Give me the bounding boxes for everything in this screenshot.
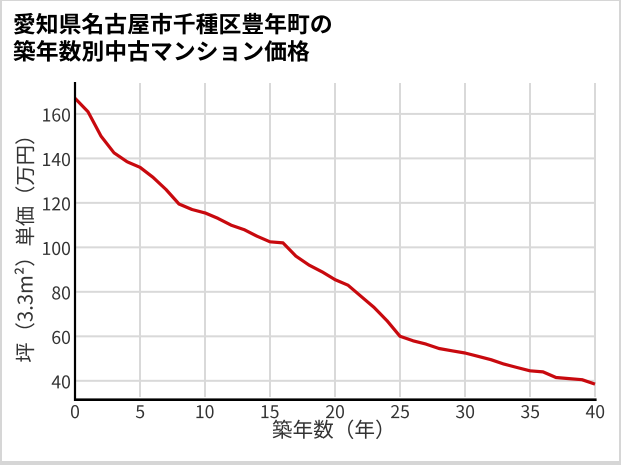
grid-line [76,335,597,338]
y-tick-label: 100 [0,239,70,257]
y-tick-label: 80 [0,283,70,301]
grid-line [529,83,531,398]
chart-title-line1: 愛知県名古屋市千種区豊年町の [13,3,321,30]
x-axis-line [74,398,597,401]
y-tick-label: 140 [0,150,70,168]
x-tick-label: 30 [435,404,495,422]
y-tick-label: 40 [0,372,70,390]
grid-line [399,83,401,398]
x-tick-label: 0 [45,404,105,422]
x-tick-label: 15 [240,404,300,422]
x-tick-label: 20 [305,404,365,422]
grid-line [204,83,206,398]
grid-line [464,83,466,398]
x-tick-label: 5 [110,404,170,422]
grid-line [269,83,271,398]
chart-title-line2: 築年数別中古マンション価格 [13,30,321,57]
x-axis-title: 築年数（年） [272,423,386,450]
x-tick-label: 25 [370,404,430,422]
grid-line [334,83,336,398]
x-tick-label: 35 [500,404,560,422]
price-line-series [73,97,596,386]
chart-title: 愛知県名古屋市千種区豊年町の築年数別中古マンション価格 [13,3,321,57]
grid-line [76,379,597,382]
grid-line [594,83,596,398]
grid-line [76,290,597,293]
y-axis-line [73,82,77,401]
y-tick-label: 120 [0,194,70,212]
y-tick-label: 160 [0,105,70,123]
y-tick-label: 60 [0,328,70,346]
grid-line [139,83,141,398]
grid-line [76,157,597,160]
grid-line [76,246,597,249]
x-tick-label: 40 [565,404,621,422]
x-tick-label: 10 [175,404,235,422]
grid-lines [76,83,597,398]
grid-line [76,112,597,115]
grid-line [76,201,597,204]
